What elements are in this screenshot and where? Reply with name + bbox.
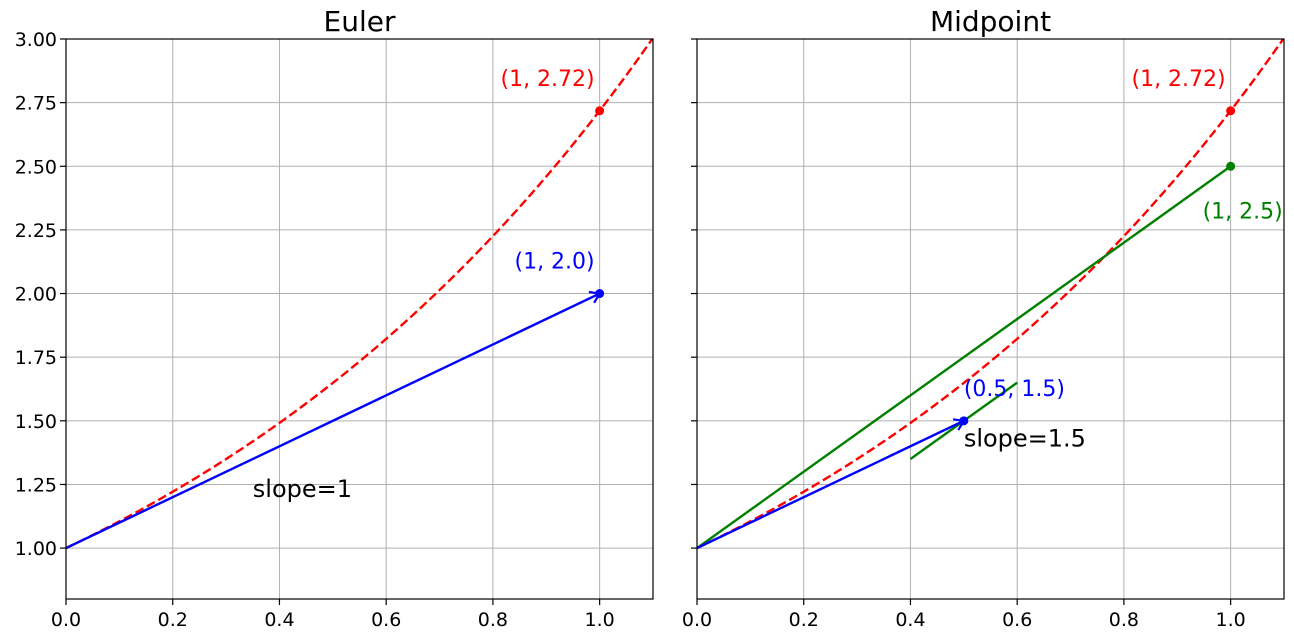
data-point — [959, 416, 969, 426]
grid — [65, 38, 653, 599]
data-point — [595, 106, 605, 116]
y-tick-label: 1.50 — [15, 411, 57, 433]
x-tick-label: 0.0 — [682, 609, 712, 631]
step-arrow — [697, 418, 966, 550]
point-label: (0.5, 1.5) — [964, 377, 1065, 402]
axes-frame — [65, 38, 654, 600]
y-tick-label: 1.00 — [15, 538, 57, 560]
chart-title: Euler — [324, 5, 396, 38]
exp-curve — [697, 39, 1284, 550]
panel-euler: (1, 2.72) (1, 2.0) slope=1 0.0 0.2 0.4 0.6 0.8 1… — [15, 5, 654, 631]
point-label: (1, 2.0) — [514, 250, 594, 275]
x-tick-label: 0.4 — [264, 609, 294, 631]
x-tick-label: 1.0 — [585, 609, 615, 631]
tangent-line — [697, 165, 1232, 550]
step-arrow — [66, 290, 602, 550]
data-point — [1226, 161, 1236, 171]
slope-annotation: slope=1 — [253, 475, 352, 503]
data-point — [1226, 106, 1236, 116]
panel-midpoint: (1, 2.72) (1, 2.5) (0.5, 1.5) slope=1.5 0.0 0… — [682, 5, 1285, 631]
exp-curve — [66, 39, 653, 550]
y-tick-label: 2.50 — [15, 156, 57, 178]
y-tick-label: 1.25 — [15, 474, 57, 496]
y-tick-label: 2.75 — [15, 93, 57, 115]
y-tick-label: 3.00 — [15, 29, 57, 51]
x-tick-label: 0.0 — [51, 609, 81, 631]
y-tick-label: 1.75 — [15, 347, 57, 369]
chart-title: Midpoint — [930, 5, 1051, 38]
x-tick-label: 0.2 — [789, 609, 819, 631]
x-tick-label: 0.6 — [371, 609, 401, 631]
slope-annotation: slope=1.5 — [964, 424, 1086, 452]
x-tick-label: 0.6 — [1002, 609, 1032, 631]
point-label: (1, 2.5) — [1203, 199, 1283, 224]
plot-area — [66, 39, 653, 550]
grid — [696, 38, 1284, 599]
data-point — [595, 289, 605, 299]
plot-area — [697, 39, 1284, 550]
point-label: (1, 2.72) — [500, 67, 594, 92]
x-tick-label: 1.0 — [1216, 609, 1246, 631]
point-label: (1, 2.72) — [1131, 67, 1225, 92]
y-tick-label: 2.25 — [15, 220, 57, 242]
y-tick-label: 2.00 — [15, 284, 57, 306]
axes-frame — [696, 38, 1285, 600]
x-tick-label: 0.8 — [478, 609, 508, 631]
x-tick-label: 0.2 — [158, 609, 188, 631]
x-tick-label: 0.8 — [1109, 609, 1139, 631]
x-tick-label: 0.4 — [895, 609, 925, 631]
